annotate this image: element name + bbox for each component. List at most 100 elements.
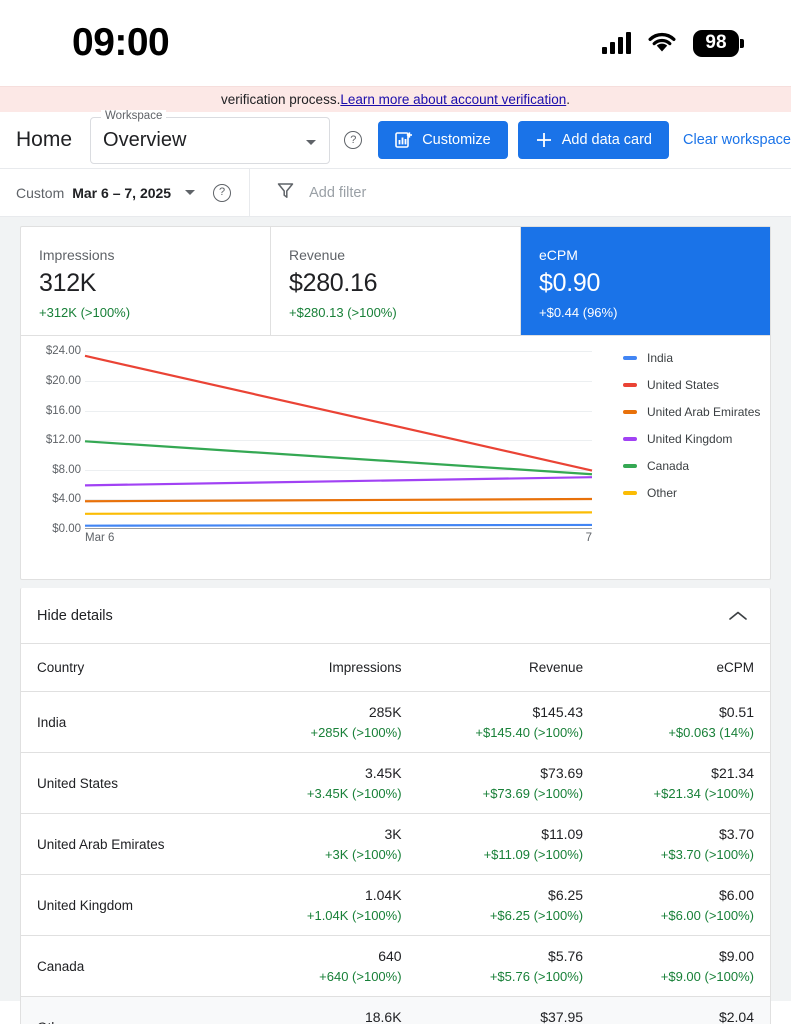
legend-item[interactable]: United Arab Emirates — [623, 398, 783, 425]
cell-ecpm: $9.00 +$9.00 (>100%) — [599, 935, 770, 997]
cell-change: +$6.00 (>100%) — [660, 908, 754, 923]
cell-change: +3K (>100%) — [324, 847, 402, 862]
cell-change: +3.45K (>100%) — [306, 786, 402, 801]
add-data-card-label: Add data card — [561, 132, 652, 148]
column-header-ecpm[interactable]: eCPM — [599, 644, 770, 692]
metric-tile-revenue[interactable]: Revenue $280.16 +$280.13 (>100%) — [271, 227, 521, 335]
y-tick-label: $20.00 — [45, 375, 81, 387]
help-icon[interactable]: ? — [344, 131, 363, 149]
column-header-country[interactable]: Country — [21, 644, 256, 692]
chart-series-line — [84, 497, 593, 503]
table-row[interactable]: Canada 640 +640 (>100%) $5.76 +$5.76 (>100%)… — [21, 935, 770, 997]
workspace-select[interactable]: Workspace Overview — [90, 109, 331, 164]
date-range-help-icon[interactable]: ? — [213, 183, 232, 202]
home-breadcrumb[interactable]: Home — [16, 128, 73, 151]
legend-swatch-icon — [623, 382, 637, 387]
cell-revenue: $145.43 +$145.40 (>100%) — [417, 691, 600, 753]
cell-impressions: 3.45K +3.45K (>100%) — [255, 752, 418, 814]
plus-icon — [535, 131, 553, 149]
workspace-select-value: Overview — [103, 128, 187, 151]
cell-country: India — [21, 691, 256, 753]
metric-label: Revenue — [289, 247, 346, 263]
table-row[interactable]: India 285K +285K (>100%) $145.43 +$145.40 (>… — [21, 691, 770, 753]
metric-label: eCPM — [539, 247, 578, 263]
chevron-up-icon[interactable] — [728, 610, 748, 622]
cell-country: United Arab Emirates — [21, 813, 256, 875]
add-filter-placeholder: Add filter — [309, 184, 367, 201]
cell-value: $6.00 — [718, 887, 754, 903]
cell-value: 285K — [368, 704, 402, 720]
column-header-impressions[interactable]: Impressions — [255, 644, 418, 692]
legend-swatch-icon — [623, 490, 637, 495]
customize-button[interactable]: Customize — [378, 121, 508, 159]
cell-change: +640 (>100%) — [319, 969, 402, 984]
cell-value: 640 — [378, 948, 402, 964]
cell-change: +$145.40 (>100%) — [475, 725, 584, 740]
status-clock: 09:00 — [72, 21, 170, 64]
legend-item[interactable]: Other — [623, 479, 783, 506]
status-icon-group: 98 — [602, 29, 744, 57]
cell-value: $145.43 — [532, 704, 584, 720]
banner-text-after: . — [566, 92, 570, 107]
clear-workspace-button[interactable]: Clear workspace — [683, 132, 791, 148]
table-row[interactable]: United Arab Emirates 3K +3K (>100%) $11.09 +… — [21, 813, 770, 875]
y-tick-label: $4.00 — [52, 493, 81, 506]
column-header-revenue[interactable]: Revenue — [417, 644, 600, 692]
chart-gridline — [85, 440, 592, 442]
metric-label: Impressions — [39, 247, 115, 263]
cell-change: +$11.09 (>100%) — [483, 847, 584, 862]
legend-item[interactable]: United Kingdom — [623, 425, 783, 452]
y-tick-label: $24.00 — [45, 345, 81, 358]
wifi-icon — [647, 32, 677, 54]
verification-learn-more-link[interactable]: Learn more about account verification — [340, 92, 567, 107]
cell-ecpm: $21.34 +$21.34 (>100%) — [599, 752, 770, 814]
customize-button-label: Customize — [422, 132, 491, 148]
cell-change: +$9.00 (>100%) — [660, 969, 754, 984]
metric-delta: +$0.44 (96%) — [539, 305, 618, 320]
table-row[interactable]: United Kingdom 1.04K +1.04K (>100%) $6.25 +$… — [21, 874, 770, 936]
cell-value: $5.76 — [548, 948, 584, 964]
y-tick-label: $0.00 — [52, 523, 81, 535]
chart-x-axis-line — [85, 528, 592, 529]
add-filter-control[interactable]: Add filter — [250, 181, 366, 204]
chart-legend: India United States United Arab Emirates Un… — [623, 344, 783, 506]
legend-item[interactable]: India — [623, 344, 783, 371]
date-range-selector[interactable]: Custom Mar 6 – 7, 2025 ? — [0, 169, 251, 216]
cell-country: United Kingdom — [21, 874, 256, 936]
cell-value: 3K — [384, 826, 402, 842]
chart-gridline — [85, 410, 592, 412]
table-row[interactable]: Other18.6K+18.6K (>100%)$37.95+$37.95 (>… — [21, 996, 770, 1024]
cell-change: +$0.063 (14%) — [668, 725, 754, 740]
metric-tile-ecpm[interactable]: eCPM $0.90 +$0.44 (96%) — [521, 227, 770, 335]
add-data-card-button[interactable]: Add data card — [517, 121, 669, 159]
metric-delta: +312K (>100%) — [39, 305, 131, 320]
legend-swatch-icon — [623, 436, 637, 441]
date-range-value: Mar 6 – 7, 2025 — [72, 184, 172, 201]
cell-impressions: 18.6K+18.6K (>100%) — [255, 996, 418, 1024]
legend-item[interactable]: United States — [623, 371, 783, 398]
legend-label: India — [647, 350, 674, 365]
details-card: Hide details Country Impressions Revenue… — [20, 588, 771, 1024]
details-toggle[interactable]: Hide details — [21, 588, 770, 644]
cell-ecpm: $3.70 +$3.70 (>100%) — [599, 813, 770, 875]
metric-value: $280.16 — [289, 269, 378, 297]
legend-item[interactable]: Canada — [623, 452, 783, 479]
chart-gridline — [85, 469, 592, 471]
filter-funnel-icon — [276, 181, 295, 204]
table-row[interactable]: United States 3.45K +3.45K (>100%) $73.69 +$… — [21, 752, 770, 814]
status-bar: 09:00 98 — [0, 0, 791, 86]
customize-chart-icon — [395, 131, 413, 149]
cellular-signal-icon — [602, 32, 631, 54]
cell-value: $0.51 — [718, 704, 754, 720]
legend-label: United Arab Emirates — [647, 404, 761, 419]
x-tick-label: 7 — [585, 532, 592, 544]
chart-series-line — [84, 354, 593, 472]
cell-change: +1.04K (>100%) — [306, 908, 402, 923]
cell-revenue: $11.09 +$11.09 (>100%) — [417, 813, 600, 875]
cell-value: $9.00 — [718, 948, 754, 964]
cell-change: +$3.70 (>100%) — [660, 847, 754, 862]
main-toolbar: Home Workspace Overview ? Customize Ad — [0, 109, 791, 169]
metric-tile-impressions[interactable]: Impressions 312K +312K (>100%) — [21, 227, 271, 335]
cell-ecpm: $0.51 +$0.063 (14%) — [599, 691, 770, 753]
country-breakdown-table: Country Impressions Revenue eCPM India 28… — [21, 644, 770, 1024]
